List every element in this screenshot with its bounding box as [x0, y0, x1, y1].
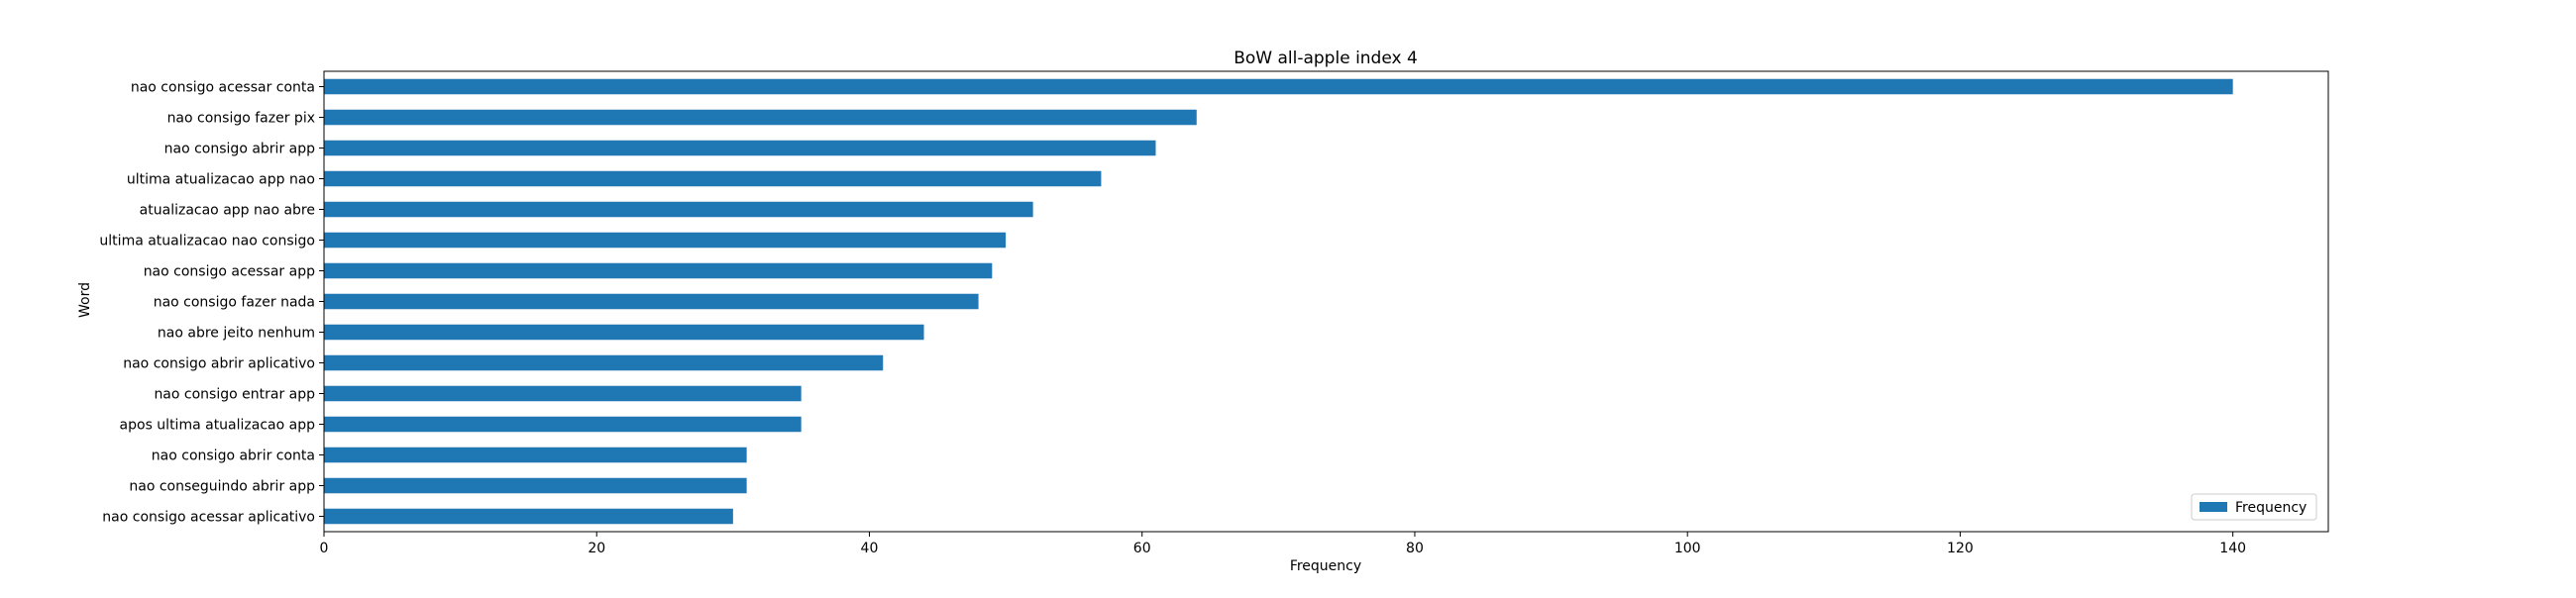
- bar: [324, 262, 993, 279]
- bar: [324, 416, 802, 433]
- y-tick-label: nao conseguindo abrir app: [129, 479, 315, 495]
- y-tick-label: nao consigo acessar app: [144, 264, 315, 280]
- y-tick-label: nao consigo fazer pix: [167, 111, 315, 127]
- x-tick-label: 40: [861, 541, 879, 556]
- y-tick-label: nao consigo abrir conta: [152, 448, 315, 464]
- bar: [324, 354, 884, 371]
- bar: [324, 140, 1156, 156]
- x-tick-label: 20: [588, 541, 605, 556]
- legend-box: [2191, 493, 2317, 521]
- bar: [324, 293, 979, 310]
- x-tick-label: 100: [1674, 541, 1701, 556]
- y-axis-label: Word: [77, 282, 93, 318]
- bar: [324, 109, 1197, 126]
- y-tick-label: ultima atualizacao app nao: [127, 172, 315, 188]
- plot-area: nao consigo acessar conta nao consigo faz…: [99, 70, 2329, 556]
- bar: [324, 477, 747, 494]
- x-tick-label: 80: [1406, 541, 1424, 556]
- legend: Frequency: [2191, 493, 2317, 521]
- bar: [324, 170, 1102, 187]
- y-tick-label: nao consigo abrir aplicativo: [123, 356, 315, 372]
- y-tick-label: ultima atualizacao nao consigo: [99, 234, 315, 249]
- x-tick-label: 120: [1947, 541, 1974, 556]
- legend-label: Frequency: [2235, 500, 2307, 516]
- bar: [324, 232, 1007, 249]
- axes-frame: [323, 70, 2329, 533]
- legend-swatch: [2200, 502, 2227, 512]
- bar: [324, 324, 924, 341]
- y-tick-label: nao consigo fazer nada: [154, 295, 315, 311]
- y-tick-label: nao abre jeito nenhum: [158, 326, 315, 342]
- x-tick-label: 140: [2219, 541, 2246, 556]
- y-tick-label: nao consigo acessar aplicativo: [102, 510, 315, 526]
- bar: [324, 385, 802, 402]
- y-tick-label: atualizacao app nao abre: [140, 203, 315, 219]
- y-tick-label: nao consigo acessar conta: [131, 80, 315, 96]
- y-tick-label: nao consigo abrir app: [164, 142, 315, 157]
- x-tick-label: 0: [320, 541, 329, 556]
- chart-title: BoW all-apple index 4: [1234, 49, 1418, 68]
- y-tick-label: nao consigo entrar app: [154, 387, 315, 403]
- bar: [324, 508, 733, 525]
- x-tick-label: 60: [1133, 541, 1151, 556]
- bar: [324, 78, 2233, 95]
- bar: [324, 201, 1033, 218]
- bar: [324, 447, 747, 463]
- y-tick-label: apos ultima atualizacao app: [120, 418, 316, 434]
- x-axis-label: Frequency: [1290, 558, 1361, 574]
